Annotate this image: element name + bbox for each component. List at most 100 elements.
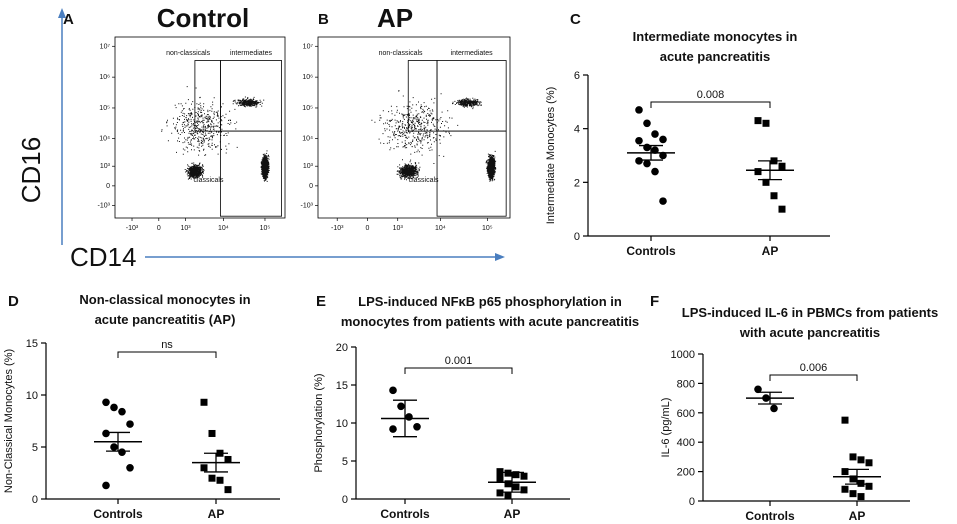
y-tick-label: 0 (32, 494, 38, 506)
point (841, 416, 849, 424)
point (778, 205, 786, 213)
y-tick-label: 6 (574, 70, 580, 82)
x-tick-label: Controls (380, 507, 430, 521)
point (496, 468, 504, 476)
x-tick-label: 10⁴ (218, 225, 229, 232)
point (643, 159, 651, 168)
point (520, 486, 528, 494)
y-tick-label: 2 (574, 177, 580, 189)
gate-label: intermediates (230, 50, 273, 57)
x-arrow-head (495, 253, 505, 261)
gate (219, 130, 282, 217)
x-tick-label: AP (849, 509, 866, 523)
y-tick-label: 10 (336, 418, 348, 430)
point (651, 146, 659, 154)
y-tick-label: 600 (677, 408, 695, 420)
gate (436, 60, 507, 132)
error-bar (204, 452, 228, 473)
panel-letter: D (8, 293, 19, 310)
gate-label: classicals (194, 177, 224, 184)
x-tick-label: AP (208, 507, 225, 521)
y-tick-label: 0 (689, 496, 695, 508)
point (651, 130, 659, 138)
y-tick-label: 0 (106, 183, 110, 190)
point (216, 476, 224, 484)
point (413, 423, 421, 431)
y-tick-label: 10⁴ (302, 135, 313, 142)
y-tick-label: 0 (342, 494, 348, 506)
point (110, 443, 118, 451)
y-axis-label: Phosphorylation (%) (313, 373, 325, 472)
point (643, 119, 651, 128)
y-tick-label: -10³ (301, 203, 314, 210)
point (512, 483, 520, 491)
y-tick-label: -10³ (98, 203, 111, 210)
chart-title: with acute pancreatitis (739, 325, 880, 340)
y-tick-label: 10 (26, 390, 38, 402)
y-tick-label: 15 (336, 380, 348, 392)
chart-title: acute pancreatitis (660, 49, 771, 64)
point (118, 407, 126, 416)
error-bar (106, 431, 130, 452)
point (208, 474, 216, 482)
y-tick-label: 0 (574, 231, 580, 243)
y-tick-label: 10³ (100, 163, 111, 170)
annotation: 0.001 (445, 355, 473, 367)
point (102, 481, 110, 490)
point (849, 453, 857, 461)
panel-letter: C (570, 11, 581, 28)
panel-letter: A (63, 11, 74, 28)
point (397, 402, 405, 411)
x-tick-label: 10⁵ (260, 225, 271, 232)
point (102, 398, 110, 407)
y-tick-label: 400 (677, 437, 695, 449)
point (754, 117, 762, 125)
y-tick-label: 10⁵ (302, 105, 313, 112)
x-tick-label: Controls (626, 244, 676, 258)
point (770, 404, 778, 413)
point (126, 420, 134, 428)
panel-letter: F (650, 293, 659, 310)
bracket (117, 351, 217, 358)
x-tick-label: 10⁵ (482, 225, 493, 232)
y-tick-label: 10⁶ (99, 74, 110, 81)
point (635, 157, 643, 165)
chart-title: acute pancreatitis (AP) (95, 312, 236, 327)
y-tick-label: 1000 (671, 349, 695, 361)
point (496, 489, 504, 497)
point (643, 143, 651, 152)
point (110, 403, 118, 412)
chart-title: Non-classical monocytes in (79, 292, 250, 307)
plot-frame (317, 36, 511, 219)
bracket (769, 374, 858, 381)
point (389, 386, 397, 395)
gate-label: non-classicals (379, 50, 423, 57)
point (126, 464, 134, 472)
x-tick-label: 10⁴ (435, 225, 446, 232)
point (659, 135, 667, 144)
chart-title: monocytes from patients with acute pancr… (341, 314, 639, 329)
flow-x-label: CD14 (70, 242, 136, 272)
x-tick-label: 0 (157, 225, 161, 232)
y-tick-label: 10³ (303, 163, 314, 170)
point (754, 168, 762, 176)
point (841, 468, 849, 476)
point (659, 151, 667, 160)
annotation: ns (161, 339, 173, 351)
point (635, 136, 643, 145)
point (504, 469, 512, 477)
point (849, 490, 857, 498)
y-tick-label: 5 (32, 442, 38, 454)
error-bar (758, 160, 782, 181)
x-tick-label: 10³ (181, 225, 192, 232)
y-tick-label: 10⁶ (302, 74, 313, 81)
x-tick-label: Controls (745, 509, 795, 523)
event-cloud (371, 90, 497, 182)
point (496, 474, 504, 482)
x-tick-label: Controls (93, 507, 143, 521)
y-tick-label: 0 (309, 183, 313, 190)
annotation: 0.008 (697, 89, 725, 101)
point (865, 459, 873, 467)
chart-title: Intermediate monocytes in (633, 29, 798, 44)
